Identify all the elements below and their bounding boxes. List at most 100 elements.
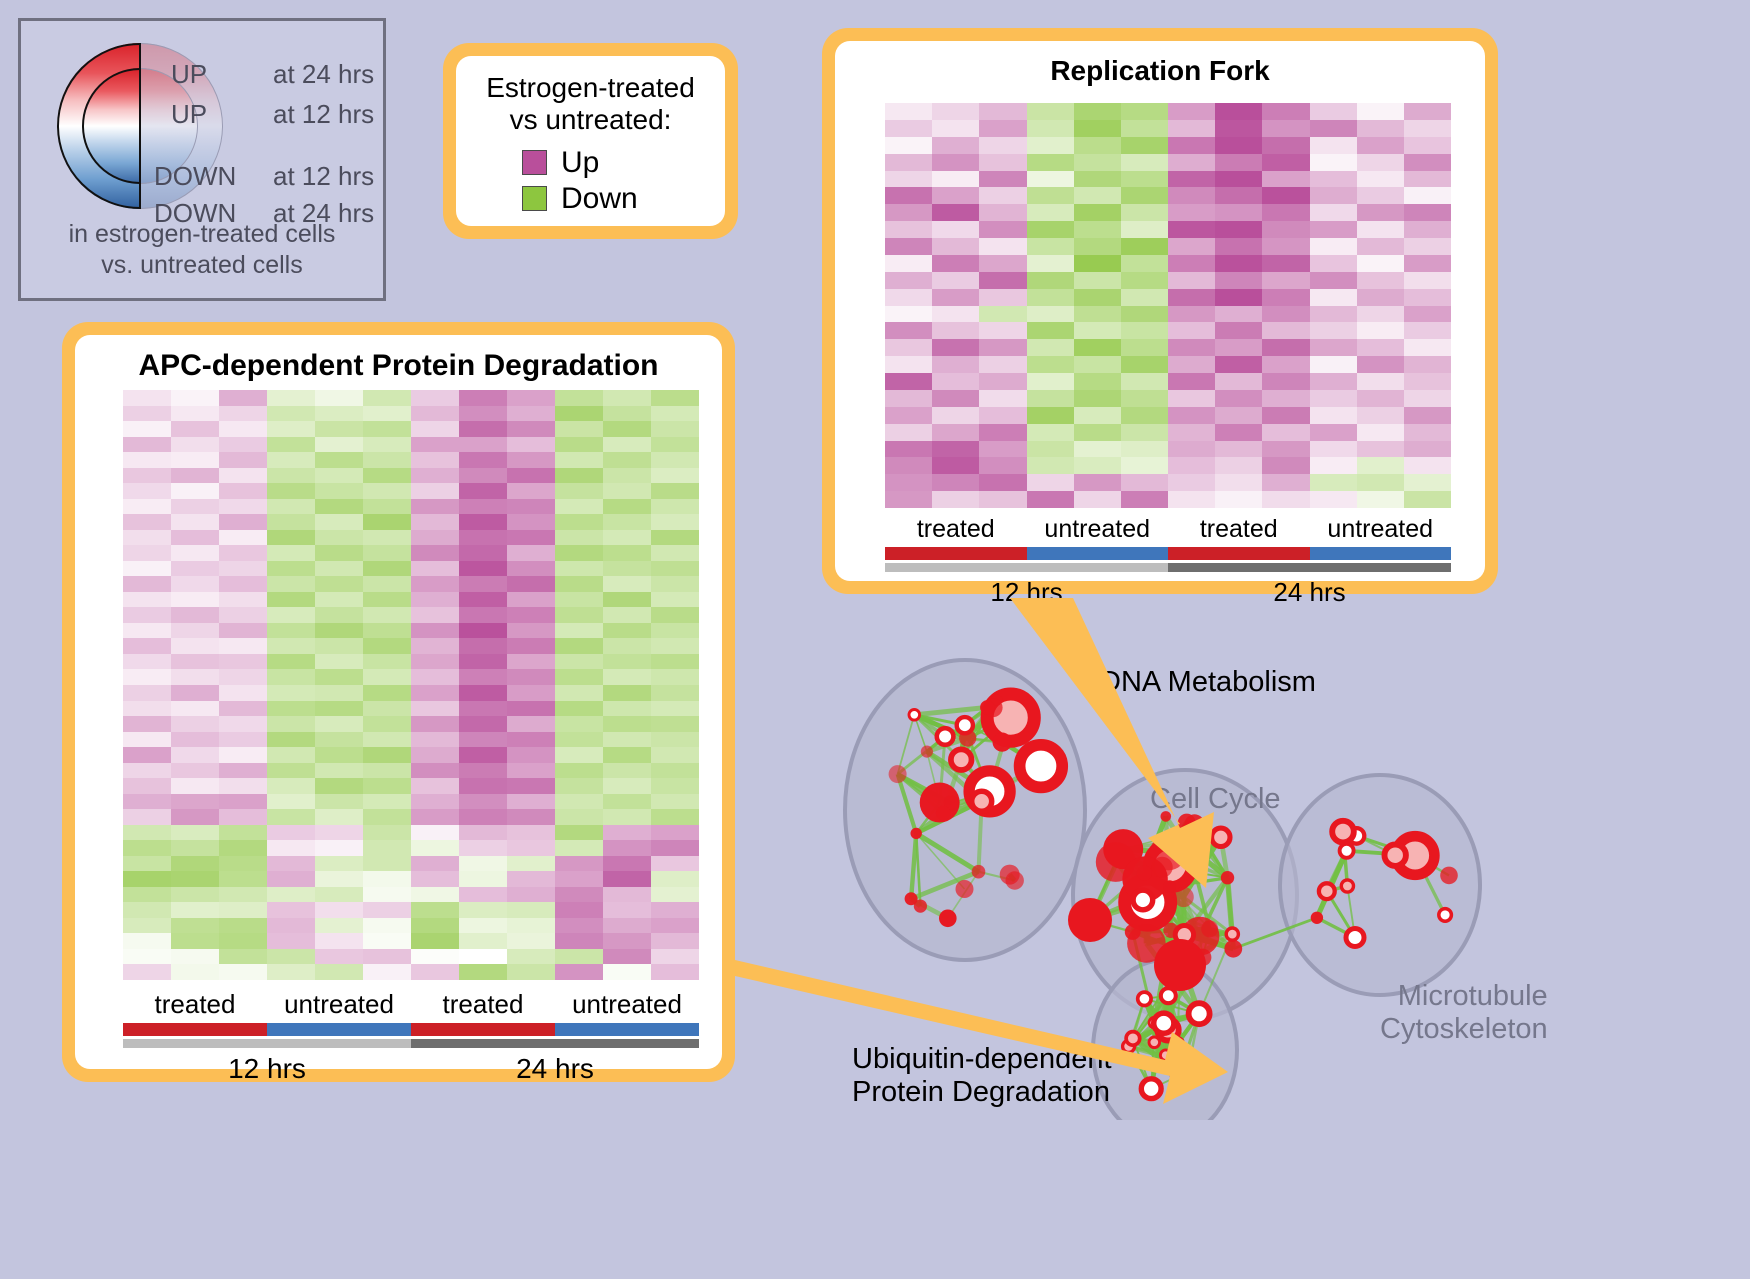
network-node[interactable] — [1185, 1000, 1213, 1028]
heatmap-cell — [363, 591, 411, 608]
heatmap-cell — [171, 638, 219, 654]
network-node[interactable] — [888, 765, 907, 784]
network-node[interactable] — [1135, 990, 1153, 1008]
heatmap-cell — [123, 498, 171, 515]
heatmap-cell — [267, 576, 315, 592]
heatmap-cell — [123, 886, 171, 903]
heatmap-cell — [1026, 204, 1074, 222]
heatmap-cell — [123, 917, 171, 934]
network-node[interactable] — [1158, 986, 1178, 1006]
network-node[interactable] — [1310, 911, 1324, 924]
network-node[interactable] — [934, 725, 956, 748]
network-node[interactable] — [1343, 926, 1367, 949]
network-node[interactable] — [1124, 924, 1141, 940]
heatmap-cell — [507, 576, 555, 592]
legend-item-down-label: Down — [561, 181, 638, 215]
network-node[interactable] — [1224, 926, 1241, 942]
network-node[interactable] — [1151, 856, 1173, 878]
network-node[interactable] — [1169, 1063, 1190, 1084]
rf-time-bar-24b — [1309, 563, 1451, 572]
heatmap-cell — [1262, 423, 1310, 441]
network-node[interactable] — [1440, 866, 1458, 885]
heatmap-cell — [459, 638, 507, 654]
network-node[interactable] — [1138, 1076, 1164, 1102]
network-node[interactable] — [1316, 881, 1337, 902]
network-node[interactable] — [971, 864, 986, 879]
heatmap-cell — [651, 638, 699, 654]
apc-bar-untreated-12 — [267, 1023, 411, 1036]
network-node[interactable] — [913, 899, 927, 913]
network-node[interactable] — [1437, 906, 1454, 923]
network-node[interactable] — [1381, 841, 1409, 869]
network-node[interactable] — [1136, 865, 1152, 881]
network-node[interactable] — [1130, 887, 1156, 913]
rf-group-color-bar — [885, 547, 1451, 560]
network-node[interactable] — [1163, 880, 1176, 893]
rf-bar-untreated-12 — [1026, 547, 1168, 560]
heatmap-cell — [219, 436, 267, 453]
network-node[interactable] — [1150, 1010, 1177, 1037]
network-node[interactable] — [1068, 898, 1112, 942]
network-node[interactable] — [920, 745, 933, 758]
heatmap-cell — [932, 187, 980, 205]
network-node[interactable] — [1154, 939, 1206, 991]
heatmap-cell — [1309, 238, 1357, 255]
network-node[interactable] — [904, 892, 918, 906]
heatmap-cell — [603, 669, 651, 685]
network-node[interactable] — [1337, 841, 1356, 860]
network-node[interactable] — [1339, 878, 1356, 894]
network-node[interactable] — [968, 788, 995, 814]
heatmap-cell — [267, 747, 315, 763]
network-node[interactable] — [1147, 1035, 1162, 1050]
network-node[interactable] — [1158, 1048, 1173, 1062]
heatmap-cell — [603, 622, 651, 639]
network-node[interactable] — [980, 700, 995, 715]
network-node[interactable] — [954, 714, 976, 736]
heatmap-cell — [267, 902, 315, 918]
network-node[interactable] — [1005, 871, 1024, 890]
network-node[interactable] — [1201, 920, 1219, 938]
heatmap-cell — [123, 529, 171, 546]
network-node[interactable] — [1173, 886, 1194, 908]
network-node[interactable] — [1124, 1029, 1142, 1048]
network-node[interactable] — [1209, 825, 1233, 850]
network-node[interactable] — [1184, 854, 1202, 873]
heatmap-cell — [219, 948, 267, 965]
heatmap-cell — [979, 440, 1027, 458]
heatmap-cell — [219, 498, 267, 515]
network-node[interactable] — [1220, 871, 1235, 885]
heatmap-cell — [1120, 406, 1168, 424]
heatmap-cell — [1309, 356, 1357, 373]
network-node[interactable] — [990, 694, 1003, 706]
network-node[interactable] — [1329, 817, 1357, 846]
network-node[interactable] — [948, 746, 975, 773]
heatmap-cell — [1262, 389, 1310, 407]
network-node[interactable] — [992, 732, 1012, 752]
heatmap-cell — [603, 902, 651, 918]
heatmap-cell — [411, 762, 459, 779]
network-node[interactable] — [955, 880, 974, 898]
heatmap-cell — [1026, 322, 1074, 340]
heatmap-cell — [555, 809, 603, 825]
heatmap-cell — [171, 778, 219, 794]
network-edge — [1232, 916, 1318, 951]
heatmap-cell — [1073, 103, 1121, 120]
heatmap-cell — [651, 514, 699, 530]
network-node[interactable] — [1171, 830, 1192, 851]
heatmap-cell — [507, 405, 555, 422]
heatmap-cell — [219, 855, 267, 872]
network-node[interactable] — [943, 795, 959, 811]
heatmap-cell — [979, 119, 1027, 137]
network-node[interactable] — [935, 805, 951, 821]
heatmap-cell — [315, 545, 363, 561]
network-node[interactable] — [1224, 939, 1243, 958]
heatmap-cell — [885, 389, 933, 407]
network-node[interactable] — [1013, 738, 1069, 794]
network-node[interactable] — [910, 827, 922, 840]
network-node[interactable] — [907, 708, 922, 722]
rf-bar-treated-12 — [885, 547, 1027, 560]
heatmap-cell — [932, 474, 980, 492]
heatmap-cell — [651, 902, 699, 918]
heatmap-cell — [507, 778, 555, 794]
network-node[interactable] — [939, 909, 957, 928]
